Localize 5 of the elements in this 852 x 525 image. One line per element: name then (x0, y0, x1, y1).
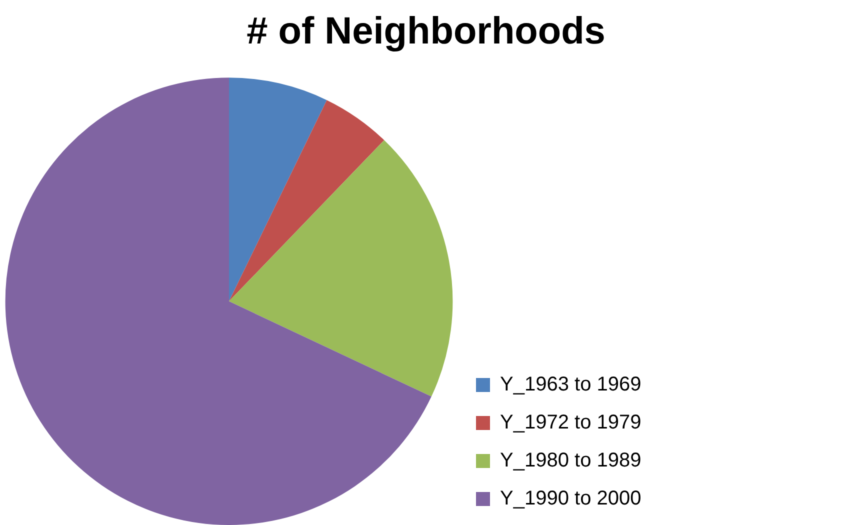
legend-label: Y_1980 to 1989 (500, 450, 642, 472)
chart-title: # of Neighborhoods (246, 10, 606, 52)
legend-label: Y_1990 to 2000 (500, 488, 642, 510)
legend-label: Y_1963 to 1969 (500, 374, 642, 396)
legend-label: Y_1972 to 1979 (500, 412, 642, 434)
